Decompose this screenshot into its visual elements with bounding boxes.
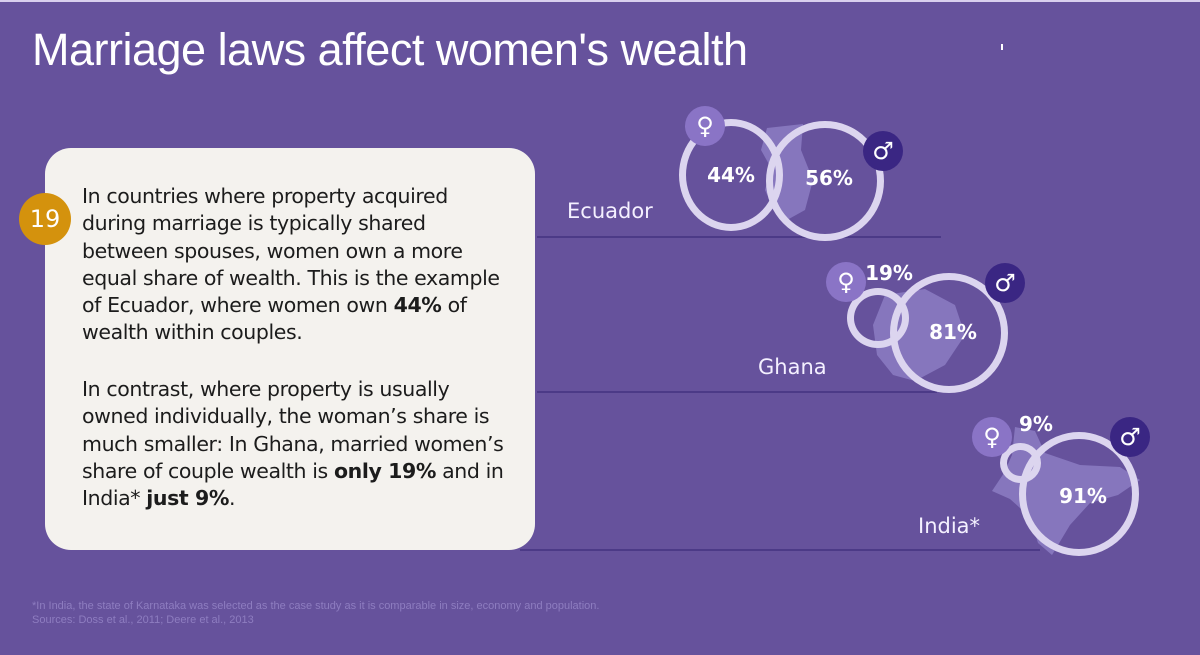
ghana-men-pct: 81% — [929, 320, 977, 344]
female-icon: ♀ — [826, 262, 866, 302]
india-men-ring — [1019, 432, 1139, 556]
step-number-badge: 19 — [19, 193, 71, 245]
male-icon: ♂ — [863, 131, 903, 171]
male-icon: ♂ — [985, 263, 1025, 303]
paragraph-individual-property: In contrast, where property is usually o… — [82, 377, 504, 511]
india-highlight: just 9% — [146, 486, 230, 511]
decorative-tick — [1001, 44, 1003, 50]
ghana-divider — [537, 391, 937, 393]
ecuador-divider — [537, 236, 941, 238]
paragraph-shared-property: In countries where property acquired dur… — [82, 184, 500, 345]
ghana-highlight: only 19% — [333, 458, 437, 483]
country-label-ghana: Ghana — [758, 355, 827, 379]
ghana-women-pct: 19% — [865, 261, 913, 285]
ecuador-highlight: 44% — [393, 293, 442, 318]
country-label-ecuador: Ecuador — [567, 199, 653, 223]
male-icon: ♂ — [1110, 417, 1150, 457]
top-border — [0, 0, 1200, 2]
country-label-india: India* — [918, 514, 981, 538]
india-men-pct: 91% — [1059, 484, 1107, 508]
ecuador-women-pct: 44% — [707, 163, 755, 187]
footnote: *In India, the state of Karnataka was se… — [32, 599, 599, 627]
india-women-pct: 9% — [1019, 412, 1053, 436]
footnote-karnataka: *In India, the state of Karnataka was se… — [32, 600, 600, 612]
india-divider — [520, 549, 1040, 551]
footnote-sources: Sources: Doss et al., 2011; Deere et al.… — [32, 614, 254, 626]
info-card — [45, 148, 535, 550]
ecuador-men-ring — [766, 121, 884, 241]
ghana-men-ring — [890, 273, 1008, 393]
female-icon: ♀ — [972, 417, 1012, 457]
page-title: Marriage laws affect women's wealth — [32, 24, 748, 75]
female-icon: ♀ — [685, 106, 725, 146]
ecuador-men-pct: 56% — [805, 166, 853, 190]
